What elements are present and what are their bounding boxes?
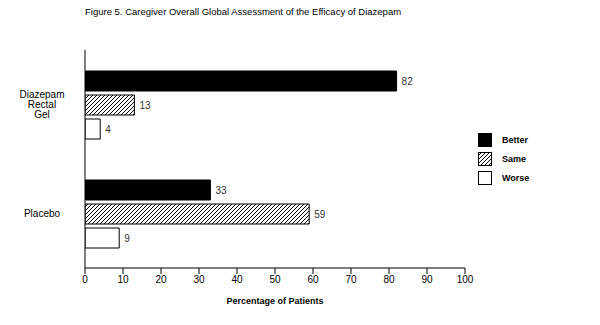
svg-text:100: 100 xyxy=(457,274,474,285)
html-text:Figure 5. Caregiver Overall Gl: Figure 5. Caregiver Overall Global Asses… xyxy=(85,6,402,17)
svg-text:30: 30 xyxy=(193,274,205,285)
svg-text:Placebo: Placebo xyxy=(24,208,61,219)
svg-text:59: 59 xyxy=(314,209,326,220)
svg-text:60: 60 xyxy=(307,274,319,285)
svg-text:0: 0 xyxy=(82,274,88,285)
svg-text:13: 13 xyxy=(139,100,151,111)
svg-text:4: 4 xyxy=(105,124,111,135)
svg-text:33: 33 xyxy=(215,185,227,196)
html-text:Same: Same xyxy=(502,153,526,164)
svg-text:82: 82 xyxy=(402,76,414,87)
svg-text:90: 90 xyxy=(421,274,433,285)
svg-text:20: 20 xyxy=(155,274,167,285)
svg-text:50: 50 xyxy=(269,274,281,285)
svg-text:9: 9 xyxy=(124,233,130,244)
html-text:Worse: Worse xyxy=(502,172,530,183)
svg-text:70: 70 xyxy=(345,274,357,285)
html-text:Better: Better xyxy=(502,134,528,145)
svg-text:10: 10 xyxy=(117,274,129,285)
svg-text:40: 40 xyxy=(231,274,243,285)
svg-text:Percentage of Patients: Percentage of Patients xyxy=(226,296,323,306)
svg-text:80: 80 xyxy=(383,274,395,285)
svg-text:DiazepamRectalGel: DiazepamRectalGel xyxy=(19,89,64,120)
